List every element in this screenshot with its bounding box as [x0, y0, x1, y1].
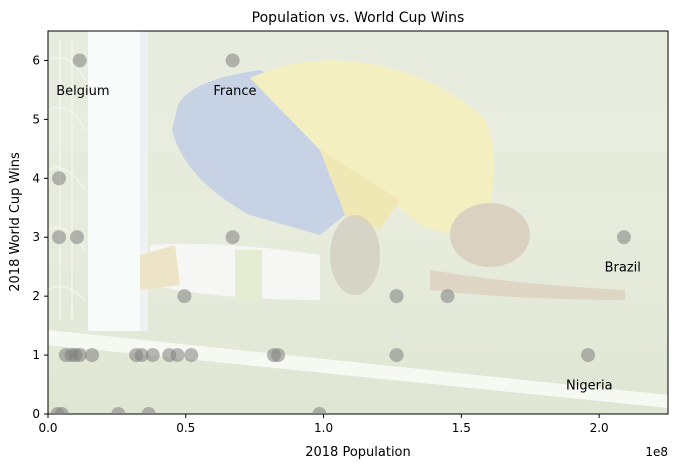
scatter-point: [52, 171, 67, 186]
scatter-point: [85, 348, 100, 363]
scatter-point: [440, 289, 455, 304]
x-tick-label: 1.5: [452, 421, 471, 435]
x-tick-label: 0.5: [176, 421, 195, 435]
chart-title: Population vs. World Cup Wins: [252, 10, 465, 26]
y-axis: 0 1 2 3 4 5 6: [32, 53, 48, 421]
x-tick-label: 0.0: [38, 421, 57, 435]
scatter-point: [69, 230, 84, 245]
scatter-point: [72, 348, 87, 363]
scatter-point: [389, 348, 404, 363]
y-tick-label: 3: [32, 230, 40, 244]
y-tick-label: 4: [32, 171, 40, 185]
x-axis-label: 2018 Population: [305, 445, 411, 460]
y-tick-label: 5: [32, 112, 40, 126]
background-photo: [48, 31, 668, 414]
y-tick-label: 1: [32, 348, 40, 362]
plot-area: [47, 30, 669, 415]
x-axis: 0.0 0.5 1.0 1.5 2.0: [38, 414, 609, 435]
scatter-point: [581, 348, 596, 363]
point-annotation: France: [213, 84, 256, 99]
scatter-point: [389, 289, 404, 304]
scatter-point: [170, 348, 185, 363]
x-tick-label: 1.0: [314, 421, 333, 435]
scatter-point: [225, 230, 240, 245]
point-annotation: Brazil: [605, 261, 641, 276]
y-tick-label: 2: [32, 289, 40, 303]
y-tick-label: 6: [32, 53, 40, 67]
annotations: Belgium France Brazil Nigeria: [56, 84, 641, 394]
y-axis-label: 2018 World Cup Wins: [8, 152, 23, 292]
scatter-point: [616, 230, 631, 245]
scatter-point: [225, 53, 240, 68]
data-points: [50, 53, 631, 414]
scatter-point: [177, 289, 192, 304]
x-tick-label: 2.0: [590, 421, 609, 435]
scatter-point: [134, 348, 149, 363]
scatter-point: [141, 407, 156, 414]
scatter-point: [111, 407, 126, 414]
scatter-point: [72, 53, 87, 68]
point-annotation: Belgium: [56, 84, 109, 99]
scatter-point: [312, 407, 327, 414]
scatter-point: [54, 407, 69, 414]
scatter-point: [145, 348, 160, 363]
scatter-point: [184, 348, 199, 363]
y-tick-label: 0: [32, 407, 40, 421]
point-annotation: Nigeria: [566, 379, 613, 394]
scatter-point: [52, 230, 67, 245]
scatter-point: [271, 348, 286, 363]
x-axis-offset-label: 1e8: [645, 445, 668, 459]
